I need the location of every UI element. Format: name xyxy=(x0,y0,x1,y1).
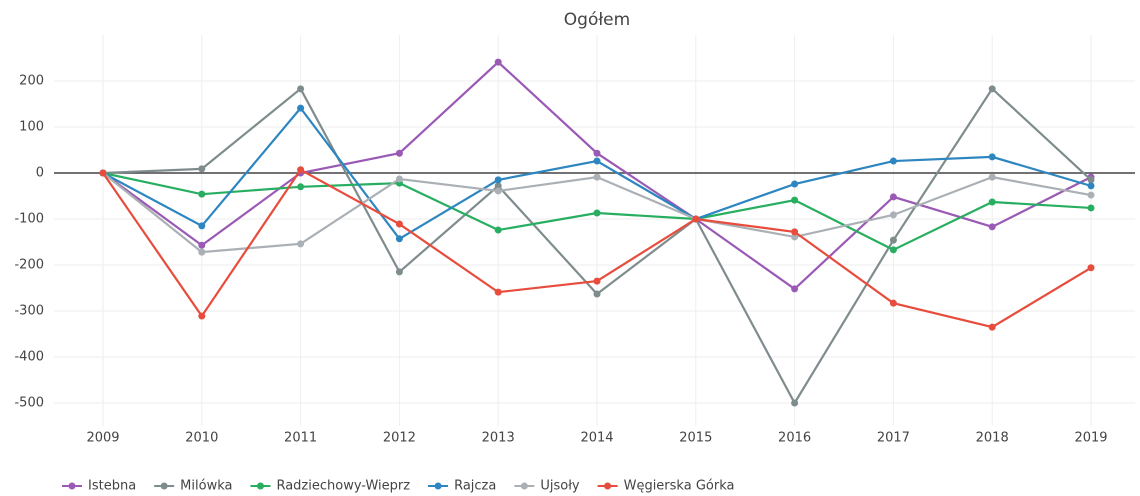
point xyxy=(395,268,403,276)
point xyxy=(297,183,305,191)
point xyxy=(791,196,799,204)
y-tick-label: -100 xyxy=(14,212,44,227)
legend-label: Ujsoły xyxy=(540,479,580,494)
point xyxy=(198,190,206,198)
point xyxy=(1087,176,1095,184)
point xyxy=(791,180,799,188)
y-tick-label: -400 xyxy=(14,350,44,365)
point xyxy=(593,209,601,217)
point xyxy=(791,285,799,293)
legend-label: Rajcza xyxy=(454,479,496,494)
x-tick-label: 2012 xyxy=(383,431,416,446)
point xyxy=(593,290,601,298)
x-tick-label: 2017 xyxy=(877,431,910,446)
x-tick-label: 2010 xyxy=(185,431,218,446)
legend-label: Węgierska Górka xyxy=(624,479,735,494)
point xyxy=(889,236,897,244)
point xyxy=(494,187,502,195)
x-tick-label: 2014 xyxy=(580,431,613,446)
point xyxy=(1087,182,1095,190)
point xyxy=(1087,264,1095,272)
point xyxy=(297,166,305,174)
point xyxy=(593,277,601,285)
x-tick-label: 2016 xyxy=(778,431,811,446)
point xyxy=(791,233,799,241)
point xyxy=(889,299,897,307)
x-tick-label: 2019 xyxy=(1074,431,1107,446)
point xyxy=(297,85,305,93)
point xyxy=(395,175,403,183)
y-tick-label: 0 xyxy=(36,166,44,181)
point xyxy=(198,165,206,173)
point xyxy=(395,235,403,243)
legend-label: Radziechowy-Wieprz xyxy=(276,479,410,494)
point xyxy=(988,85,996,93)
y-tick-label: -500 xyxy=(14,396,44,411)
point xyxy=(198,312,206,320)
x-tick-label: 2009 xyxy=(86,431,119,446)
point xyxy=(889,246,897,254)
point xyxy=(988,198,996,206)
x-tick-label: 2011 xyxy=(284,431,317,446)
point xyxy=(889,157,897,165)
legend-marker xyxy=(256,482,264,490)
legend-label: Istebna xyxy=(88,479,136,494)
point xyxy=(395,220,403,228)
x-tick-label: 2015 xyxy=(679,431,712,446)
point xyxy=(494,226,502,234)
point xyxy=(198,248,206,256)
point xyxy=(198,222,206,230)
point xyxy=(99,169,107,177)
chart-title: Ogółem xyxy=(564,10,630,30)
point xyxy=(791,399,799,407)
legend-marker xyxy=(434,482,442,490)
y-tick-label: 200 xyxy=(19,74,44,89)
point xyxy=(198,241,206,249)
point xyxy=(593,157,601,165)
point xyxy=(988,323,996,331)
point xyxy=(988,223,996,231)
legend-marker xyxy=(160,482,168,490)
point xyxy=(593,149,601,157)
x-tick-label: 2018 xyxy=(976,431,1009,446)
point xyxy=(1087,191,1095,199)
point xyxy=(889,193,897,201)
point xyxy=(692,215,700,223)
point xyxy=(988,153,996,161)
point xyxy=(297,104,305,112)
legend-marker xyxy=(604,482,612,490)
point xyxy=(494,58,502,66)
y-tick-label: 100 xyxy=(19,120,44,135)
y-tick-label: -200 xyxy=(14,258,44,273)
point xyxy=(494,182,502,190)
point xyxy=(494,176,502,184)
legend-marker xyxy=(68,482,76,490)
legend-label: Milówka xyxy=(180,479,232,494)
point xyxy=(593,173,601,181)
y-tick-label: -300 xyxy=(14,304,44,319)
x-tick-label: 2013 xyxy=(482,431,515,446)
point xyxy=(988,173,996,181)
point xyxy=(889,211,897,219)
point xyxy=(791,228,799,236)
point xyxy=(297,240,305,248)
point xyxy=(494,288,502,296)
point xyxy=(395,149,403,157)
legend-marker xyxy=(520,482,528,490)
point xyxy=(1087,204,1095,212)
